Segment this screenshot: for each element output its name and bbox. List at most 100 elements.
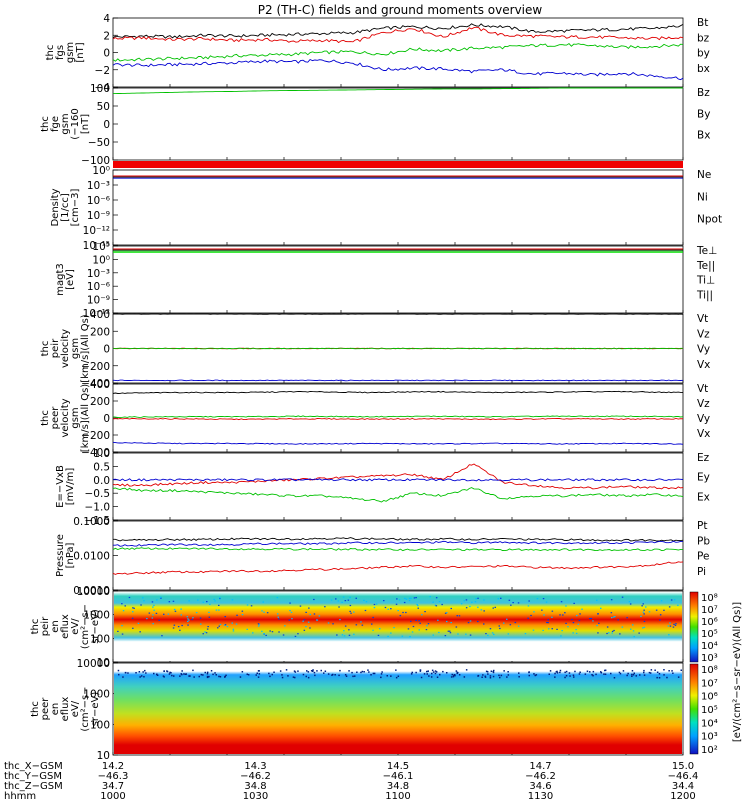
spectrogram-pixel <box>418 629 420 631</box>
x-tick-label: −46.2 <box>240 771 271 782</box>
series-line-ex <box>112 478 684 482</box>
spectrogram-pixel <box>672 626 675 628</box>
y-tick-label: 10 <box>97 657 110 669</box>
spectrogram-pixel <box>630 628 632 630</box>
spectrogram-pixel <box>210 670 213 672</box>
spectrogram-pixel <box>396 598 398 600</box>
colorbar-tick-label: 10³ <box>701 732 718 743</box>
series-line-by <box>112 43 684 62</box>
x-tick-label: 34.4 <box>672 781 694 792</box>
spectrogram-pixel <box>677 604 679 606</box>
legend-vx: Vx <box>697 428 710 440</box>
y-axis-label: thc <box>45 45 56 61</box>
spectrogram-pixel <box>669 625 672 627</box>
spectrogram-pixel <box>510 604 512 606</box>
spectrogram-pixel <box>654 669 656 671</box>
spectrogram-pixel <box>214 600 216 602</box>
spectrogram-pixel <box>574 670 576 673</box>
spectrogram-pixel <box>492 607 494 609</box>
spectrogram-pixel <box>450 676 453 678</box>
y-axis-label: sr−eV) <box>90 692 101 727</box>
spectrogram-pixel <box>669 622 671 624</box>
spectrogram-pixel <box>596 625 598 627</box>
y-axis-label: [km/s](All Qs) <box>80 314 91 382</box>
spectrogram-pixel <box>487 634 489 636</box>
x-tick-label: 1200 <box>670 791 695 800</box>
spectrogram-pixel <box>606 632 608 635</box>
spectrogram-pixel <box>611 632 613 634</box>
spectrogram-pixel <box>450 622 452 624</box>
spectrogram-pixel <box>332 673 334 676</box>
y-tick-label: 200 <box>90 396 110 408</box>
spectrogram-pixel <box>572 622 575 624</box>
spectrogram-pixel <box>431 669 434 672</box>
y-tick-label: −50 <box>88 137 110 149</box>
spectrogram-pixel <box>492 671 495 674</box>
spectrogram-pixel <box>168 673 171 675</box>
spectrogram-pixel <box>277 613 279 615</box>
spectrogram-pixel <box>559 671 561 674</box>
y-axis-label: velocity <box>60 398 71 437</box>
spectrogram-pixel <box>611 617 613 619</box>
spectrogram-pixel <box>289 610 291 612</box>
spectrogram-pixel <box>372 616 374 619</box>
spectrogram-pixel <box>206 676 209 679</box>
spectrogram-pixel <box>564 612 566 614</box>
spectrogram-pixel <box>224 676 226 678</box>
legend-bx: bx <box>697 63 710 75</box>
spectrogram-pixel <box>578 673 581 675</box>
spectrogram-pixel <box>627 672 629 675</box>
spectrogram-pixel <box>287 675 289 677</box>
legend-vx: Vx <box>697 359 710 371</box>
spectrogram-pixel <box>410 620 412 622</box>
spectrogram-pixel <box>255 674 257 676</box>
spectrogram-pixel <box>215 674 217 676</box>
x-tick-label: 14.5 <box>387 761 409 772</box>
colorbar-tick-label: 10⁸ <box>701 593 718 604</box>
y-axis-label: gsm <box>70 407 81 428</box>
spectrogram-pixel <box>184 673 187 675</box>
spectrogram-pixel <box>434 604 437 606</box>
spectrogram-pixel <box>436 676 439 678</box>
spectrogram-pixel <box>670 599 673 601</box>
spectrogram-pixel <box>536 598 539 600</box>
spectrogram-pixel <box>486 671 489 673</box>
y-axis-label: gsm <box>60 113 71 134</box>
spectrogram-pixel <box>223 624 226 626</box>
spectrogram-pixel <box>297 633 299 635</box>
spectrogram-pixel <box>469 605 471 608</box>
series-line-pi <box>113 540 683 547</box>
spectrogram-pixel <box>642 611 645 613</box>
series-line-vy <box>112 347 683 350</box>
spectrogram-pixel <box>262 601 264 603</box>
spectrogram-pixel <box>204 671 206 674</box>
spectrogram-pixel <box>204 631 206 633</box>
spectrogram-pixel <box>432 671 435 673</box>
spectrogram-pixel <box>674 624 677 626</box>
colorbar-tick-label: 10⁴ <box>701 641 718 652</box>
spectrogram-pixel <box>318 615 321 617</box>
spectrogram-pixel <box>415 671 417 674</box>
spectrogram-pixel <box>290 611 293 613</box>
x-tick-label: −46.1 <box>383 771 414 782</box>
y-tick-label: 0 <box>103 413 110 425</box>
y-tick-label: 10⁰ <box>92 254 110 266</box>
spectrogram-pixel <box>631 673 633 676</box>
spectrogram-pixel <box>604 673 607 675</box>
spectrogram-pixel <box>373 672 376 675</box>
spectrogram-pixel <box>419 670 422 672</box>
spectrogram-pixel <box>410 597 412 599</box>
spectrogram-pixel <box>485 633 487 635</box>
spectrogram-pixel <box>465 633 467 635</box>
panel-frame-6 <box>112 383 684 453</box>
colorbar-tick-label: 10⁶ <box>701 692 718 703</box>
spectrogram-pixel <box>589 618 591 620</box>
spectrogram-pixel <box>173 675 175 677</box>
legend-by: By <box>697 108 710 120</box>
spectrogram-pixel <box>324 606 326 608</box>
legend-bz: Bz <box>697 87 710 99</box>
spectrogram-pixel <box>131 617 134 619</box>
spectrogram-pixel <box>151 601 154 603</box>
spectrogram-pixel <box>345 675 348 677</box>
spectrogram-pixel <box>579 613 581 615</box>
